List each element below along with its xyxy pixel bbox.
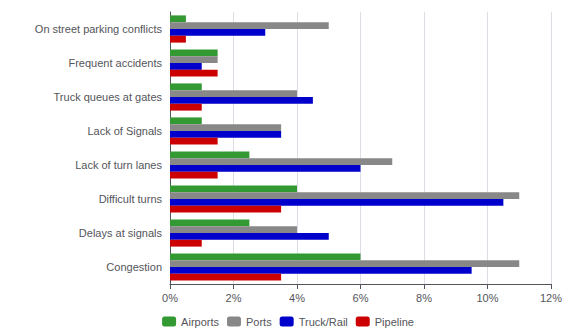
svg-text:Truck queues at gates: Truck queues at gates [54,91,163,103]
svg-text:Frequent accidents: Frequent accidents [68,57,162,69]
svg-text:Difficult turns: Difficult turns [99,193,163,205]
svg-text:Lack of turn lanes: Lack of turn lanes [75,159,162,171]
svg-text:8%: 8% [416,292,432,304]
svg-text:Pipeline: Pipeline [375,316,414,328]
svg-text:10%: 10% [476,292,498,304]
svg-text:Congestion: Congestion [106,261,162,273]
svg-text:6%: 6% [353,292,369,304]
svg-text:2%: 2% [226,292,242,304]
svg-text:4%: 4% [289,292,305,304]
svg-text:Delays at signals: Delays at signals [79,227,163,239]
svg-text:Truck/Rail: Truck/Rail [299,316,348,328]
svg-text:0%: 0% [162,292,178,304]
svg-text:Ports: Ports [246,316,272,328]
svg-text:Airports: Airports [181,316,219,328]
svg-text:On street parking conflicts: On street parking conflicts [35,23,163,35]
svg-text:12%: 12% [540,292,562,304]
svg-text:Lack of Signals: Lack of Signals [87,125,162,137]
